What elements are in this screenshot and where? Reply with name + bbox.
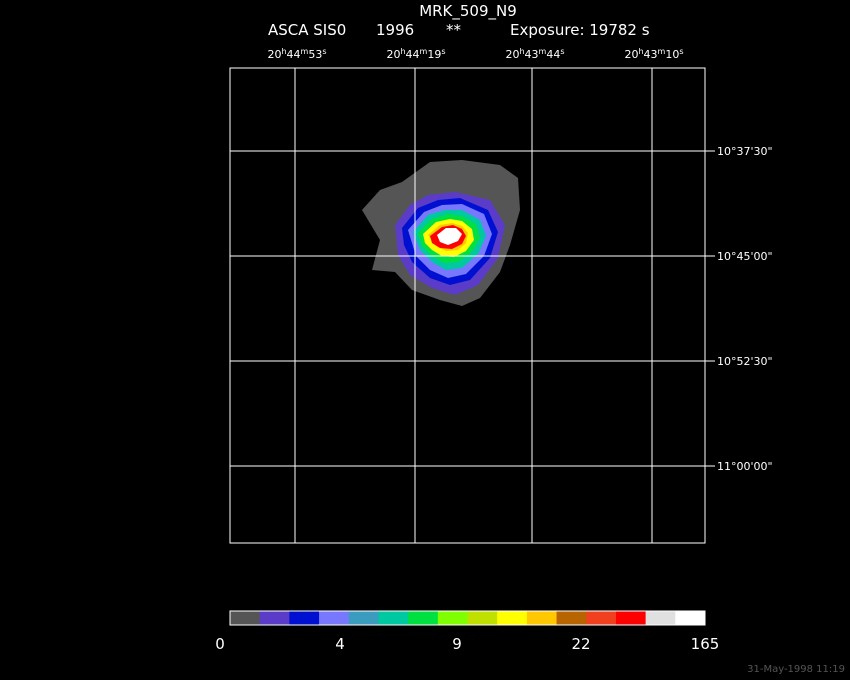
ra-unit: h [519, 47, 524, 56]
colorbar-swatch [675, 611, 706, 625]
ra-unit: s [441, 47, 445, 56]
frame [229, 67, 706, 544]
instrument: ASCA SIS0 [268, 21, 346, 39]
colorbar-label: 22 [571, 635, 590, 653]
ra-value: 10 [665, 48, 679, 61]
colorbar-swatch [526, 611, 558, 625]
colorbar-swatch [467, 611, 498, 625]
marker: ** [446, 21, 462, 39]
ra-label: 20h44m19s [386, 47, 445, 61]
colorbar-swatch [497, 611, 528, 625]
ra-label: 20h43m44s [505, 47, 564, 61]
colorbar-label: 0 [215, 635, 225, 653]
colorbar-swatch [408, 611, 439, 625]
colorbar-swatch [556, 611, 587, 625]
ra-unit: h [638, 47, 643, 56]
ra-unit: m [301, 47, 309, 56]
ra-value: 44 [546, 48, 560, 61]
title: MRK_509_N9 [419, 2, 517, 21]
ra-label: 20h44m53s [267, 47, 326, 61]
ra-unit: h [281, 47, 286, 56]
timestamp: 31-May-1998 11:19 [747, 664, 845, 675]
colorbar-label: 9 [452, 635, 462, 653]
ra-value: 20 [386, 48, 400, 61]
ra-value: 44 [406, 48, 420, 61]
ra-label: 20h43m10s [624, 47, 683, 61]
ra-value: 53 [308, 48, 322, 61]
colorbar-label: 4 [335, 635, 345, 653]
dec-label: 10°52'30" [717, 355, 773, 368]
exposure: Exposure: 19782 s [510, 21, 650, 39]
colorbar-swatch [259, 611, 290, 625]
ra-unit: m [420, 47, 428, 56]
colorbar-swatch [289, 611, 320, 625]
colorbar-swatch [378, 611, 409, 625]
ra-value: 20 [505, 48, 519, 61]
ra-value: 19 [427, 48, 441, 61]
grid [230, 68, 715, 543]
ra-value: 43 [525, 48, 539, 61]
ra-unit: s [679, 47, 683, 56]
ra-value: 20 [267, 48, 281, 61]
ra-unit: h [400, 47, 405, 56]
ra-value: 43 [644, 48, 658, 61]
colorbar-swatch [437, 611, 468, 625]
colorbar-label: 165 [691, 635, 720, 653]
dec-label: 10°45'00" [717, 250, 773, 263]
colorbar-swatch [319, 611, 350, 625]
ra-value: 44 [287, 48, 301, 61]
colorbar-swatch [645, 611, 676, 625]
dec-label: 11°00'00" [717, 460, 773, 473]
dec-label: 10°37'30" [717, 145, 773, 158]
source-image [362, 160, 520, 306]
ra-value: 20 [624, 48, 638, 61]
ra-unit: s [560, 47, 564, 56]
ra-unit: s [322, 47, 326, 56]
colorbar-swatch [230, 611, 261, 625]
ra-unit: m [658, 47, 666, 56]
colorbar-swatch [348, 611, 379, 625]
year: 1996 [376, 21, 414, 39]
colorbar-swatch [586, 611, 617, 625]
ra-unit: m [539, 47, 547, 56]
colorbar-frame [229, 610, 706, 626]
colorbar-swatch [615, 611, 647, 625]
